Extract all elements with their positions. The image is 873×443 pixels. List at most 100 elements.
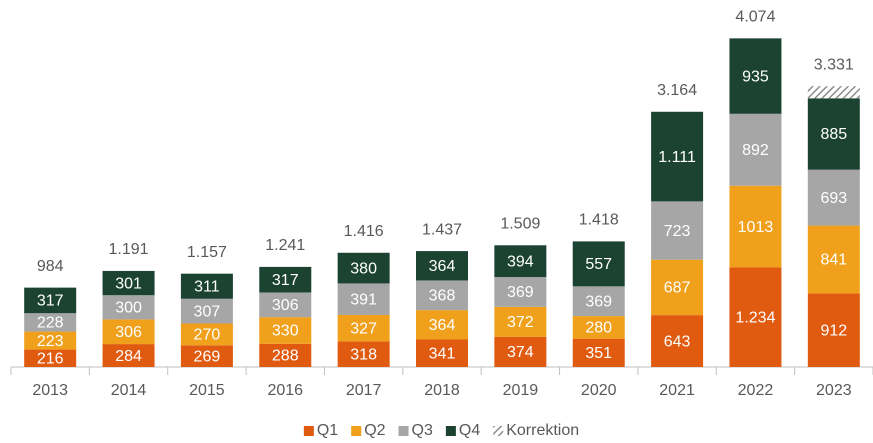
total-label: 984 [37, 258, 64, 275]
bar-segment [180, 273, 233, 299]
data-label: 1.234 [735, 309, 775, 326]
data-label: 912 [820, 322, 847, 339]
data-label: 369 [507, 284, 534, 301]
data-label: 223 [37, 333, 64, 350]
data-label: 288 [272, 348, 299, 365]
data-label: 557 [585, 256, 612, 273]
bar-segment [259, 266, 312, 293]
bar-segment [24, 349, 77, 367]
bar-segment [180, 345, 233, 367]
data-label: 284 [115, 348, 142, 365]
data-label: 280 [585, 320, 612, 337]
bar-segment [807, 169, 860, 226]
data-label: 306 [115, 324, 142, 341]
total-label: 1.157 [187, 244, 227, 261]
data-label: 380 [350, 260, 377, 277]
bar-segment [337, 314, 390, 342]
bar-segment [572, 241, 625, 287]
total-label: 1.241 [265, 237, 305, 254]
data-label: 723 [664, 223, 691, 240]
data-label: 228 [37, 315, 64, 332]
data-label: 892 [742, 142, 769, 159]
bar-segment [494, 336, 547, 367]
bar-segment [180, 323, 233, 346]
data-label: 341 [429, 345, 456, 362]
bar-segment [102, 295, 155, 320]
legend-label: Q2 [364, 422, 385, 439]
total-label: 1.191 [109, 241, 149, 258]
x-tick-label: 2014 [111, 382, 147, 399]
bar-segment [416, 310, 468, 340]
x-tick-label: 2013 [32, 382, 68, 399]
bar-segment [651, 259, 704, 316]
bar-segment [807, 98, 860, 170]
data-label: 374 [507, 344, 534, 361]
data-label: 364 [429, 258, 456, 275]
bar-segment [572, 316, 625, 339]
bar-segment [651, 201, 704, 260]
bar-segment [259, 317, 312, 344]
bar-segment [259, 343, 312, 367]
legend-label: Q4 [459, 422, 480, 439]
bar-segment [494, 245, 547, 278]
x-tick-label: 2016 [267, 382, 303, 399]
bar-segment [729, 185, 782, 268]
data-label: 317 [272, 272, 299, 289]
data-label: 301 [115, 275, 142, 292]
bar-segment [102, 270, 155, 296]
legend-label: Korrektion [506, 422, 579, 439]
legend-swatch [398, 426, 409, 436]
total-label: 1.509 [500, 215, 540, 232]
x-tick-label: 2021 [659, 382, 695, 399]
x-tick-label: 2022 [738, 382, 774, 399]
bar-segment [180, 298, 233, 324]
data-label: 935 [742, 68, 769, 85]
legend-swatch [493, 426, 504, 436]
x-tick-label: 2023 [816, 382, 852, 399]
data-label: 643 [664, 333, 691, 350]
data-label: 300 [115, 300, 142, 317]
bar-segment [494, 277, 547, 307]
bar-segment [24, 313, 77, 332]
bar-segment [416, 280, 468, 311]
data-label: 317 [37, 293, 64, 310]
data-label: 369 [585, 293, 612, 310]
bar-segment [102, 319, 155, 345]
data-label: 687 [664, 280, 691, 297]
data-label: 1013 [738, 219, 774, 236]
bar-segment [651, 315, 704, 367]
data-label: 351 [585, 345, 612, 362]
bar-segment [24, 331, 77, 350]
x-tick-label: 2019 [503, 382, 539, 399]
data-label: 372 [507, 314, 534, 331]
legend-label: Q1 [317, 422, 338, 439]
x-tick-label: 2018 [424, 382, 460, 399]
bar-segment [807, 86, 860, 99]
bar-segment [729, 267, 782, 367]
bar-segment [494, 306, 547, 337]
bar-segment [729, 113, 782, 186]
data-label: 327 [350, 320, 377, 337]
data-label: 311 [194, 278, 220, 295]
legend-swatch [303, 426, 314, 436]
data-label: 307 [194, 303, 221, 320]
data-label: 270 [194, 327, 221, 344]
data-label: 330 [272, 323, 299, 340]
total-label: 1.437 [422, 221, 462, 238]
legend-swatch [445, 426, 456, 436]
total-label: 3.164 [657, 82, 697, 99]
data-label: 368 [429, 288, 456, 305]
data-label: 693 [820, 190, 847, 207]
total-label: 1.418 [579, 212, 619, 229]
total-label: 4.074 [735, 9, 775, 26]
data-label: 269 [194, 348, 221, 365]
bar-segment [259, 292, 312, 318]
legend-label: Q3 [412, 422, 433, 439]
bar-segment [416, 339, 468, 367]
bar-segment [651, 111, 704, 202]
data-label: 364 [429, 317, 456, 334]
bar-segment [807, 293, 860, 367]
data-label: 306 [272, 297, 299, 314]
bar-segment [572, 338, 625, 367]
total-label: 3.331 [814, 56, 854, 73]
